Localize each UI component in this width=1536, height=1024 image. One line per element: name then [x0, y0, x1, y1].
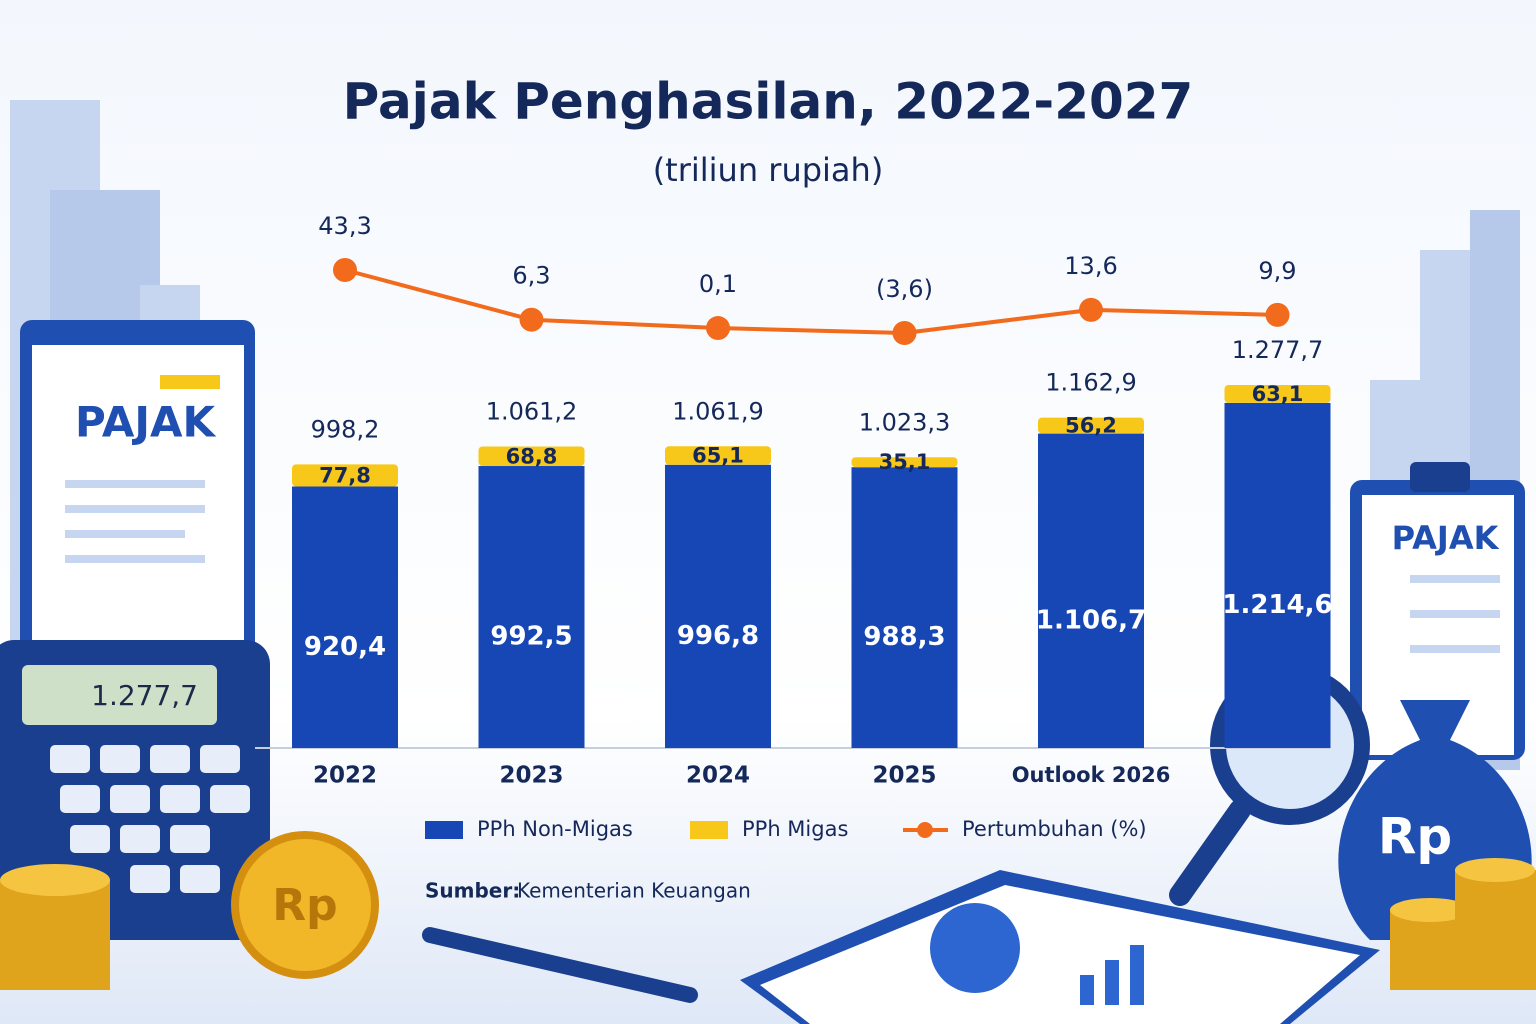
value-label: 35,1	[879, 450, 931, 474]
growth-label: 6,3	[512, 262, 550, 290]
bar-segment	[478, 466, 585, 748]
bar-segment	[1224, 385, 1331, 403]
growth-point	[706, 316, 730, 341]
clipboard-right: PAJAK	[1350, 462, 1525, 760]
bar-segment	[665, 464, 771, 748]
clipboard-text: PAJAK	[75, 398, 217, 447]
bar-segment	[1038, 433, 1144, 748]
value-label: 77,8	[319, 463, 371, 487]
bar-segment	[292, 464, 398, 487]
value-label: 992,5	[490, 622, 572, 652]
growth-point	[892, 321, 917, 345]
coins-left: Rp	[0, 831, 379, 990]
money-bag: Rp	[1338, 700, 1536, 990]
bag-text: Rp	[1378, 808, 1452, 866]
legend-swatch	[425, 821, 463, 839]
coin-text: Rp	[272, 880, 337, 931]
calculator-display: 1.277,7	[91, 679, 198, 712]
bar-segment	[851, 457, 958, 468]
total-label: 1.023,3	[859, 408, 951, 436]
value-label: 68,8	[506, 444, 558, 468]
clipboard-text: PAJAK	[1392, 519, 1500, 557]
clipboard-left: PAJAK	[20, 320, 255, 690]
total-label: 998,2	[311, 415, 380, 443]
bar-segment	[851, 467, 958, 748]
legend-label: Pertumbuhan (%)	[962, 817, 1147, 841]
growth-point	[333, 258, 357, 282]
value-label: 56,2	[1065, 414, 1117, 438]
plot: 920,4 77,8 998,2 2022 992,5 68,8 1.061,2 2023 99…	[292, 212, 1333, 841]
source-label: Sumber:	[425, 879, 520, 903]
growth-label: 43,3	[318, 212, 371, 240]
growth-label: 9,9	[1258, 257, 1296, 285]
growth-label: 13,6	[1064, 252, 1117, 280]
value-label: 65,1	[692, 444, 744, 468]
x-tick-label: Outlook 2026	[1012, 763, 1171, 787]
value-label: 1.214,6	[1222, 590, 1332, 620]
desk-items	[422, 870, 1380, 1024]
growth-point	[1265, 302, 1290, 327]
total-label: 1.277,7	[1232, 336, 1324, 364]
legend-dot	[917, 822, 933, 838]
value-label: 996,8	[677, 621, 759, 651]
growth-label: 0,1	[699, 270, 737, 298]
total-label: 1.061,2	[486, 398, 578, 426]
bar-segment	[665, 446, 771, 465]
total-label: 1.162,9	[1045, 369, 1137, 397]
bar-segment	[1224, 402, 1331, 748]
value-label: 988,3	[863, 622, 945, 652]
bar-segment	[292, 486, 398, 748]
bar-segment	[1038, 417, 1144, 434]
x-tick-label: 2023	[499, 763, 563, 789]
bar-segment	[478, 446, 585, 467]
legend-label: PPh Migas	[742, 817, 848, 841]
total-label: 1.061,9	[672, 397, 764, 425]
value-label: 1.106,7	[1036, 605, 1146, 635]
growth-point	[1079, 297, 1103, 322]
growth-point	[519, 307, 544, 332]
x-tick-label: 2025	[872, 763, 936, 789]
source: Kementerian Keuangan	[517, 879, 751, 903]
chart-subtitle: (triliun rupiah)	[653, 151, 884, 189]
growth-label: (3,6)	[876, 275, 933, 303]
x-tick-label: 2024	[686, 763, 750, 789]
legend-label: PPh Non-Migas	[477, 817, 633, 841]
growth-line	[344, 268, 1278, 336]
value-label: 63,1	[1252, 382, 1304, 406]
chart-title: Pajak Penghasilan, 2022-2027	[343, 73, 1194, 131]
x-tick-label: 2022	[313, 763, 377, 789]
legend-swatch	[690, 821, 728, 839]
value-label: 920,4	[304, 632, 386, 662]
